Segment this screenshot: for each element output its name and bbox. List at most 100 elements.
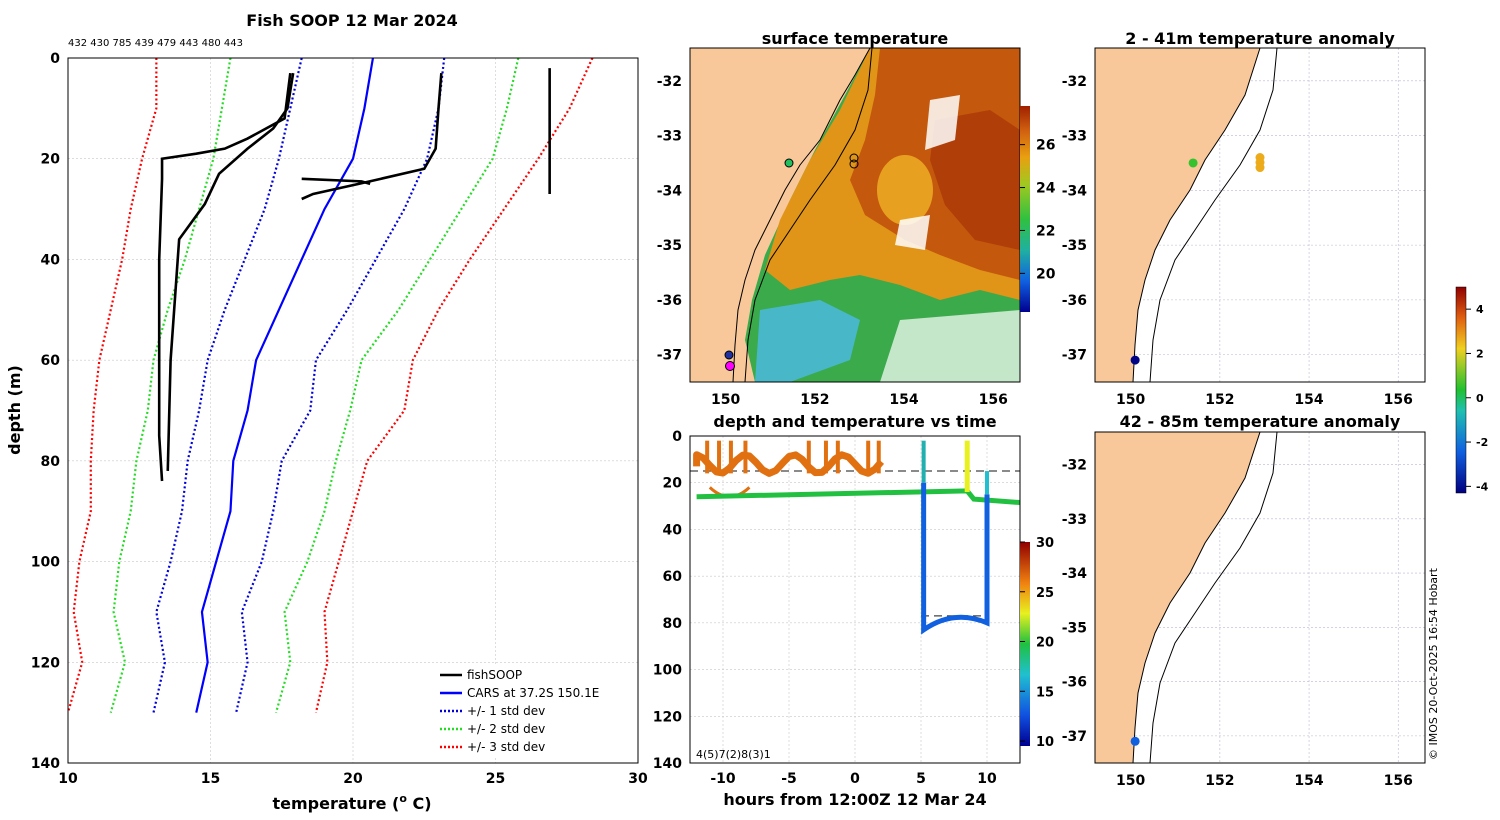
sst-cb-label: 20 <box>1036 266 1056 282</box>
profile-ytick: 0 <box>50 51 60 67</box>
profile-ytick: 40 <box>41 252 61 268</box>
map-ytick: -35 <box>1062 238 1087 254</box>
legend-label-sd3: +/- 3 std dev <box>467 740 545 754</box>
profile-series-cars <box>195 58 375 713</box>
map-xtick: 152 <box>1205 392 1234 408</box>
time-plot-area <box>690 436 1020 763</box>
sst-cb-label: 24 <box>1036 181 1056 197</box>
map-ytick: -33 <box>1062 129 1087 145</box>
time-xtick: 10 <box>977 771 997 787</box>
sst-map-panel: surface temperature 150 152 154 156 -32 -33 -3… <box>657 29 1056 408</box>
fishsoop-trace <box>301 177 371 186</box>
anomaly-point <box>1255 163 1265 173</box>
map-xtick: 156 <box>1384 773 1413 789</box>
map-xtick: 154 <box>1294 773 1323 789</box>
time-corner-label: 4(5)7(2)8(3)1 <box>696 748 771 761</box>
sst-warm-core <box>930 110 1020 250</box>
profile-ytick: 120 <box>31 655 60 671</box>
anomaly-shallow-panel: 2 - 41m temperature anomaly 150 152 154 156… <box>1062 29 1426 408</box>
profile-ytick: 20 <box>41 152 61 168</box>
fishsoop-trace <box>157 72 292 482</box>
profile-legend: fishSOOP CARS at 37.2S 150.1E +/- 1 std … <box>436 665 632 757</box>
anom1-land <box>1095 48 1261 382</box>
sst-colorbar-ticks: 20 22 24 26 <box>1020 138 1056 282</box>
map-ytick: -35 <box>1062 620 1087 636</box>
trace-green <box>696 488 1020 506</box>
profile-series-sd1 <box>152 58 303 713</box>
time-cb-label: 25 <box>1036 586 1054 601</box>
map-ytick: -33 <box>657 129 682 145</box>
map-xtick: 154 <box>889 392 918 408</box>
map-ytick: -32 <box>1062 458 1087 474</box>
profile-subtitle: 432 430 785 439 479 443 480 443 <box>68 38 243 49</box>
time-cb-label: 15 <box>1036 685 1054 700</box>
anom2-axes-box <box>1094 431 1426 764</box>
credit-text: © IMOS 20-Oct-2025 16:54 Hobart <box>1427 567 1440 760</box>
map-ytick: -35 <box>657 238 682 254</box>
map-xtick: 152 <box>800 392 829 408</box>
anom2-title: 42 - 85m temperature anomaly <box>1120 412 1401 431</box>
map-ytick: -32 <box>657 74 682 90</box>
sst-map-area <box>690 48 1020 382</box>
map-ytick: -36 <box>1062 675 1087 691</box>
profile-ytick: 60 <box>41 353 61 369</box>
map-xtick: 150 <box>711 392 740 408</box>
anom1-title: 2 - 41m temperature anomaly <box>1125 29 1395 48</box>
profile-ytick: 100 <box>31 555 60 571</box>
time-ytick: 120 <box>653 709 682 725</box>
anom1-contour <box>1149 48 1278 382</box>
anomaly-colorbar-ticks: 4 2 0 -2 -4 <box>1466 303 1489 493</box>
anomaly-point <box>1188 158 1198 168</box>
map-ytick: -36 <box>1062 293 1087 309</box>
profile-series-sd3 <box>68 58 158 713</box>
profile-ylabel: depth (m) <box>5 365 24 455</box>
legend-bg <box>436 665 632 757</box>
sst-shelf-contour <box>744 48 873 382</box>
profile-ytick: 80 <box>41 454 61 470</box>
profile-series-sd2 <box>274 58 520 713</box>
map-xtick: 150 <box>1116 773 1145 789</box>
time-ytick: 140 <box>653 756 682 772</box>
sst-eddy <box>877 155 933 225</box>
anom1-map-area <box>1095 48 1425 382</box>
anomaly-cb-label: 4 <box>1476 303 1484 316</box>
anomaly-point <box>1130 736 1140 746</box>
sst-marker <box>849 159 859 169</box>
sst-marker <box>849 153 859 163</box>
anom1-axes-box <box>1094 47 1426 383</box>
legend-label-sd1: +/- 1 std dev <box>467 704 545 718</box>
time-xtick: -10 <box>710 771 736 787</box>
map-ytick: -34 <box>1062 183 1088 199</box>
sst-cloud-mask <box>880 310 1020 382</box>
time-series <box>690 440 1020 635</box>
map-ytick: -37 <box>1062 729 1087 745</box>
time-ytick: 20 <box>663 476 683 492</box>
sst-coastline <box>732 48 871 382</box>
time-ytick: 40 <box>663 522 683 538</box>
time-colorbar-ticks: 10 15 20 25 30 <box>1020 536 1054 750</box>
anomaly-colorbar <box>1455 286 1467 494</box>
legend-label-cars: CARS at 37.2S 150.1E <box>467 686 599 700</box>
time-cb-label: 20 <box>1036 636 1054 651</box>
anom1-grid <box>1095 48 1425 382</box>
time-ytick: 80 <box>663 616 683 632</box>
time-cb-label: 30 <box>1036 536 1054 551</box>
sst-cb-label: 26 <box>1036 138 1055 154</box>
time-colorbar <box>1020 542 1030 746</box>
sst-colorbar <box>1020 106 1030 312</box>
sst-cb-label: 22 <box>1036 223 1055 239</box>
fishsoop-trace <box>301 73 443 201</box>
anomaly-deep-panel: 42 - 85m temperature anomaly 150 152 154 15… <box>1062 412 1426 789</box>
fishsoop-trace <box>166 72 295 471</box>
profile-axes-box <box>67 57 639 764</box>
anomaly-cb-label: -2 <box>1476 436 1488 449</box>
map-ytick: -37 <box>657 348 682 364</box>
map-xtick: 156 <box>979 392 1008 408</box>
time-xlabel: hours from 12:00Z 12 Mar 24 <box>723 790 986 809</box>
map-ytick: -37 <box>1062 348 1087 364</box>
time-cb-label: 10 <box>1036 735 1054 750</box>
anom1-ticks: 150 152 154 156 -32 -33 -34 -35 -36 -37 <box>1062 74 1413 408</box>
anom2-points <box>1130 736 1140 746</box>
map-ytick: -32 <box>1062 74 1087 90</box>
